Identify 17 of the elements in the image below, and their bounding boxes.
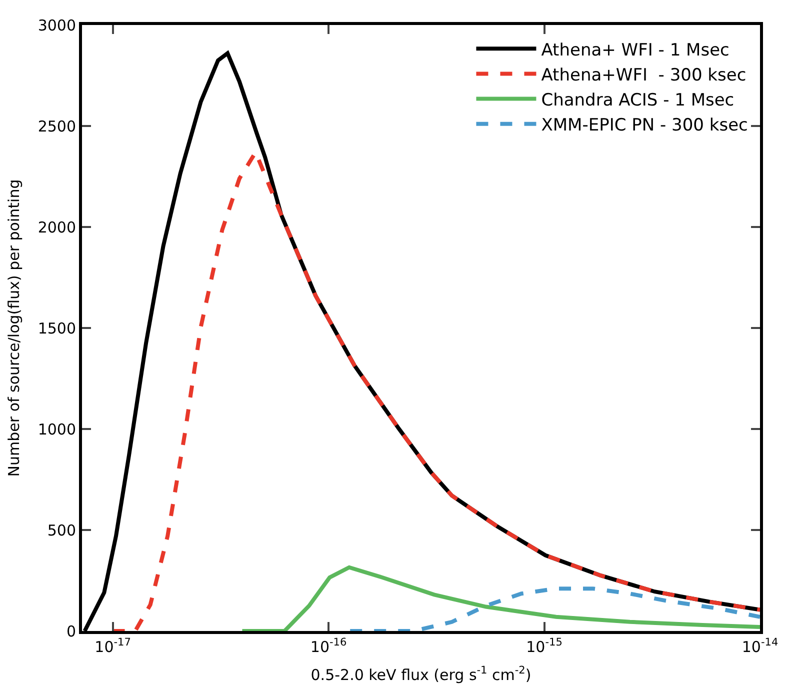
- x-axis-title: 0.5-2.0 keV flux (erg s$^{-1}$ cm$^{-2}$): [310, 664, 532, 684]
- y-tick-label: 1000: [38, 420, 76, 438]
- x-tick-label: 10$^{-14}$: [742, 636, 778, 656]
- legend-label: Chandra ACIS - 1 Msec: [541, 90, 734, 110]
- y-tick-label: 3000: [38, 16, 76, 34]
- y-tick-label: 2500: [38, 117, 76, 136]
- y-tick-label: 2000: [38, 218, 76, 236]
- x-tick-label: 10$^{-17}$: [94, 636, 131, 656]
- legend-label: Athena+ WFI - 1 Msec: [541, 40, 730, 60]
- y-tick-label: 0: [66, 622, 76, 640]
- legend-label: Athena+WFI - 300 ksec: [541, 65, 746, 86]
- y-tick-label: 1500: [38, 319, 76, 338]
- x-tick-label: 10$^{-15}$: [526, 636, 562, 656]
- y-tick-label: 500: [47, 521, 76, 540]
- legend-label: XMM-EPIC PN - 300 ksec: [541, 116, 748, 136]
- x-tick-label: 10$^{-16}$: [310, 636, 347, 656]
- y-axis-title: Number of source/log(flux) per pointing: [5, 179, 24, 477]
